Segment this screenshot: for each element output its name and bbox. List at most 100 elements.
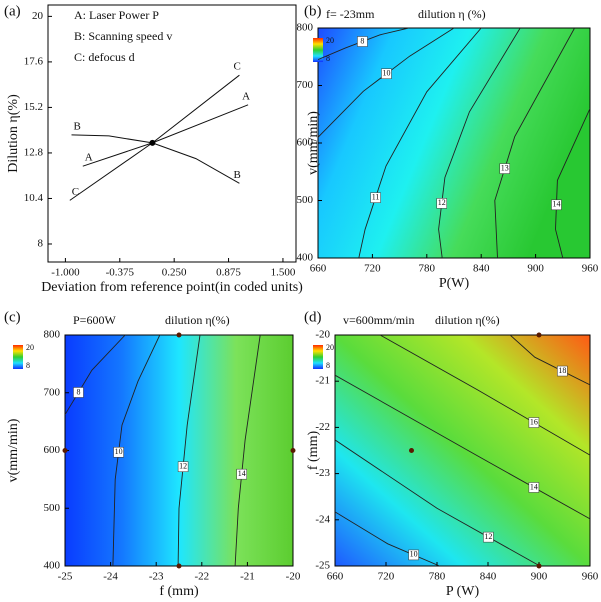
- contour-label-box: [528, 417, 540, 428]
- condition-label: v=600mm/min: [343, 313, 414, 327]
- contour-label: 18: [558, 366, 566, 375]
- y-tick-label: -20: [315, 329, 330, 341]
- x-tick-label: 660: [310, 263, 327, 275]
- design-point: [176, 563, 182, 569]
- contour-line: [358, 28, 482, 258]
- colorbar-min: 8: [26, 361, 30, 370]
- y-tick-label: 800: [44, 329, 61, 341]
- contour-line: [65, 335, 126, 415]
- series-line: [69, 74, 240, 201]
- contour-label-box: [370, 192, 381, 203]
- design-point: [290, 448, 296, 453]
- contour-label: 11: [372, 192, 380, 201]
- series-label: C: [233, 61, 240, 73]
- x-tick-label: -25: [58, 571, 73, 583]
- contour-label-box: [113, 446, 124, 458]
- y-tick-label: -24: [315, 513, 330, 525]
- colorbar-max: 20: [326, 343, 334, 352]
- contour-label: 8: [76, 387, 80, 396]
- plot-frame: [334, 334, 591, 567]
- x-tick-label: -20: [286, 571, 301, 583]
- contour-line: [112, 335, 161, 566]
- contour-label: 12: [179, 461, 187, 470]
- colorbar: [13, 345, 23, 369]
- y-tick-label: 20: [32, 10, 44, 22]
- design-point: [536, 332, 542, 338]
- contour-label-box: [408, 549, 419, 561]
- x-tick-label: 780: [419, 263, 436, 275]
- x-tick-label: -0.375: [106, 267, 135, 279]
- x-tick-label: 840: [473, 263, 490, 275]
- y-tick-label: 800: [297, 22, 314, 34]
- y-tick-label: 700: [297, 79, 314, 91]
- x-tick-label: 660: [327, 571, 344, 583]
- panel-label: (c): [4, 309, 21, 325]
- design-point: [62, 448, 68, 453]
- contour-label-box: [557, 365, 568, 377]
- colorbar-max: 20: [326, 36, 334, 45]
- contour-label: 14: [238, 469, 246, 478]
- y-axis-label: f (mm): [306, 431, 321, 471]
- y-tick-label: -21: [315, 375, 330, 387]
- y-tick-label: -22: [315, 421, 330, 433]
- colorbar-min: 8: [326, 361, 330, 370]
- contour-fill: [318, 28, 590, 258]
- design-point: [409, 448, 414, 453]
- x-axis-label: Deviation from reference point(in coded …: [41, 280, 303, 295]
- y-tick-label: 17.6: [24, 55, 44, 67]
- colorbar: [313, 38, 323, 62]
- contour-fill: [335, 335, 590, 566]
- y-tick-label: 600: [44, 444, 61, 456]
- contour-line: [379, 335, 590, 456]
- series-label: B: [73, 120, 80, 132]
- y-tick-label: 400: [297, 252, 314, 264]
- chart-title: dilution η (%): [418, 7, 486, 21]
- contour-label: 8: [360, 36, 364, 45]
- contour-label-box: [73, 387, 84, 398]
- legend-entry: C: defocus d: [74, 50, 135, 64]
- contour-label: 14: [530, 482, 538, 491]
- colorbar-min: 8: [326, 54, 330, 63]
- contour-line: [335, 439, 541, 566]
- y-tick-label: 12.8: [24, 146, 44, 158]
- x-tick-label: -1.000: [51, 267, 80, 279]
- contour-label: 10: [115, 447, 123, 456]
- x-axis-label: f (mm): [159, 584, 199, 599]
- x-tick-label: 900: [531, 571, 548, 583]
- y-tick-label: -23: [315, 467, 330, 479]
- y-tick-label: 15.2: [24, 101, 43, 113]
- y-tick-label: 8: [38, 238, 44, 250]
- x-tick-label: 0.875: [216, 267, 241, 279]
- panel-label: (b): [304, 3, 322, 19]
- x-tick-label: 900: [527, 263, 544, 275]
- legend-entry: A: Laser Power P: [74, 8, 159, 22]
- contour-line: [509, 335, 590, 386]
- x-tick-label: 960: [582, 263, 599, 275]
- chart-title: dilution η(%): [165, 313, 230, 327]
- y-axis-label: Dilution η(%): [6, 94, 21, 173]
- y-tick-label: 600: [297, 137, 314, 149]
- contour-label: 16: [530, 417, 538, 426]
- condition-label: P=600W: [73, 313, 116, 327]
- contour-line: [335, 511, 440, 566]
- design-point: [176, 332, 182, 338]
- x-tick-label: 840: [480, 571, 497, 583]
- series-label: B: [233, 169, 240, 181]
- y-tick-label: 400: [44, 560, 61, 572]
- contour-label: 14: [552, 200, 560, 209]
- contour-label: 13: [501, 163, 509, 172]
- contour-label: 12: [484, 532, 492, 541]
- contour-label-box: [436, 198, 448, 209]
- colorbar-max: 20: [26, 343, 34, 352]
- x-tick-label: 780: [429, 571, 446, 583]
- contour-label-box: [177, 461, 189, 472]
- x-axis-label: P (W): [446, 584, 480, 599]
- colorbar: [313, 345, 323, 369]
- x-tick-label: 720: [378, 571, 395, 583]
- plot-frame: [47, 4, 297, 263]
- x-tick-label: -21: [240, 571, 255, 583]
- panel-label: (a): [4, 3, 21, 19]
- x-tick-label: 1.500: [271, 267, 296, 279]
- contour-label-box: [381, 68, 392, 79]
